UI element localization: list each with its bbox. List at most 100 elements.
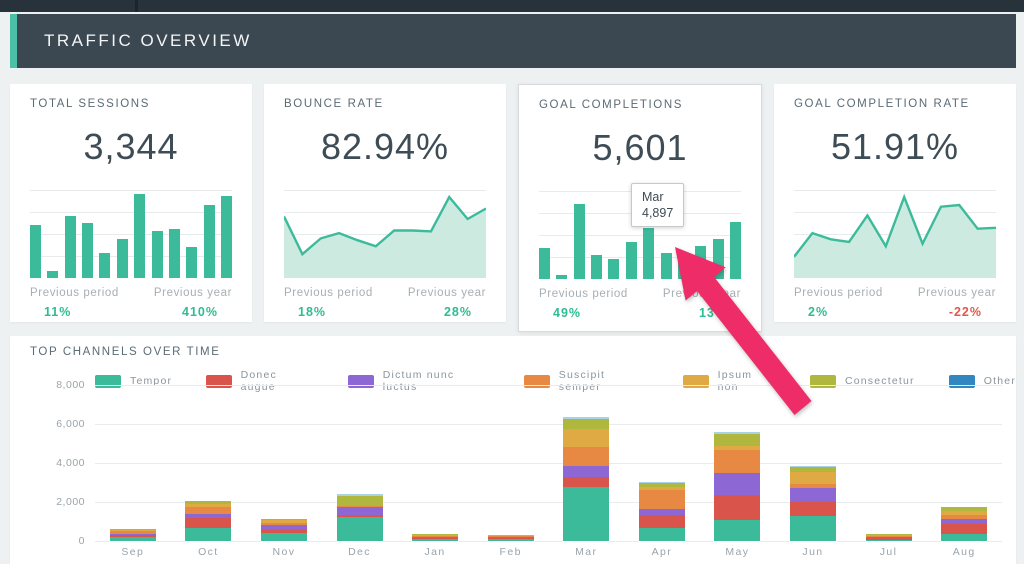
sparkline-bar[interactable]	[151, 231, 163, 278]
sparkline-bar[interactable]	[677, 252, 689, 279]
sparkline-bar[interactable]	[643, 227, 655, 279]
bar-segment[interactable]	[185, 517, 232, 528]
bar-segment[interactable]	[185, 501, 232, 504]
legend-item[interactable]: Tempor	[95, 374, 172, 388]
bar-segment[interactable]	[789, 467, 836, 473]
legend-item[interactable]: Other	[948, 374, 1016, 388]
bar-segment[interactable]	[185, 513, 232, 518]
bar-segment[interactable]	[638, 487, 685, 490]
bar-segment[interactable]	[336, 514, 383, 518]
bar-segment[interactable]	[638, 514, 685, 528]
bar-segment[interactable]	[563, 446, 610, 466]
bar-segment[interactable]	[412, 535, 459, 537]
kpi-card-goal-completion-rate[interactable]: GOAL COMPLETION RATE 51.91% Previous per…	[774, 84, 1016, 322]
bar-segment[interactable]	[789, 502, 836, 516]
bar-segment[interactable]	[563, 477, 610, 488]
bar-segment[interactable]	[865, 533, 912, 535]
bar-segment[interactable]	[789, 483, 836, 488]
sparkline-bar[interactable]	[47, 270, 59, 278]
legend-item[interactable]: Donec augue	[206, 369, 314, 393]
sparkline-bar[interactable]	[116, 239, 128, 278]
kpi-card-goal-completions[interactable]: GOAL COMPLETIONS 5,601 Previous period P…	[518, 84, 762, 332]
stacked-bar-chart[interactable]: 0 2,000 4,000 6,000 8,000	[56, 379, 1002, 547]
bar-segment[interactable]	[336, 507, 383, 515]
bar-segment[interactable]	[941, 518, 988, 525]
bar-segment[interactable]	[714, 445, 761, 451]
sparkline-bar[interactable]	[168, 228, 180, 278]
bar-segment[interactable]	[563, 487, 610, 541]
bar-segment[interactable]	[563, 465, 610, 478]
stacked-bar-jan[interactable]	[412, 533, 459, 541]
bar-segment[interactable]	[260, 530, 307, 533]
sparkline-bar[interactable]	[134, 194, 146, 278]
bar-segment[interactable]	[638, 508, 685, 515]
sparkline-bar[interactable]	[608, 258, 620, 279]
total-sessions-sparkline[interactable]	[30, 190, 232, 278]
bar-segment[interactable]	[638, 481, 685, 484]
goal-completion-rate-sparkline[interactable]	[794, 190, 996, 278]
bar-segment[interactable]	[638, 483, 685, 488]
stacked-bar-mar[interactable]	[563, 416, 610, 541]
bar-segment[interactable]	[109, 530, 156, 532]
stacked-bar-apr[interactable]	[638, 481, 685, 541]
sparkline-bar[interactable]	[660, 252, 672, 279]
bar-segment[interactable]	[412, 536, 459, 538]
bar-segment[interactable]	[109, 529, 156, 531]
bar-segment[interactable]	[714, 450, 761, 474]
bar-segment[interactable]	[865, 536, 912, 538]
sparkline-bar[interactable]	[30, 225, 41, 278]
bar-segment[interactable]	[563, 416, 610, 419]
sparkline-bar[interactable]	[695, 246, 707, 279]
bar-segment[interactable]	[563, 429, 610, 447]
bar-segment[interactable]	[865, 534, 912, 536]
sparkline-bar[interactable]	[625, 242, 637, 279]
bar-segment[interactable]	[260, 525, 307, 531]
legend-item[interactable]: Dictum nunc luctus	[348, 369, 490, 393]
sparkline-bar[interactable]	[186, 247, 198, 278]
bar-segment[interactable]	[789, 472, 836, 484]
bar-segment[interactable]	[260, 532, 307, 541]
stacked-bar-may[interactable]	[714, 431, 761, 541]
bar-segment[interactable]	[412, 534, 459, 536]
bar-segment[interactable]	[789, 465, 836, 468]
bar-segment[interactable]	[412, 538, 459, 541]
sparkline-bar[interactable]	[64, 216, 76, 278]
bar-segment[interactable]	[714, 520, 761, 541]
bar-segment[interactable]	[185, 506, 232, 514]
sparkline-bar[interactable]	[99, 253, 111, 278]
bar-segment[interactable]	[941, 524, 988, 535]
bar-segment[interactable]	[865, 535, 912, 537]
stacked-bar-oct[interactable]	[185, 501, 232, 541]
bar-segment[interactable]	[789, 515, 836, 541]
bar-segment[interactable]	[941, 534, 988, 541]
legend-item[interactable]: Consectetur	[809, 374, 915, 388]
bar-segment[interactable]	[185, 527, 232, 541]
bar-segment[interactable]	[109, 533, 156, 535]
bar-segment[interactable]	[941, 506, 988, 511]
bar-segment[interactable]	[865, 537, 912, 540]
bar-segment[interactable]	[714, 431, 761, 434]
bar-segment[interactable]	[260, 520, 307, 523]
bar-segment[interactable]	[487, 537, 534, 540]
bar-segment[interactable]	[260, 522, 307, 526]
bar-segment[interactable]	[487, 535, 534, 537]
kpi-card-bounce-rate[interactable]: BOUNCE RATE 82.94% Previous period Previ…	[264, 84, 506, 322]
bar-segment[interactable]	[336, 506, 383, 508]
sparkline-bar[interactable]	[573, 204, 585, 279]
sparkline-bar[interactable]	[203, 204, 215, 278]
sparkline-bar[interactable]	[220, 196, 232, 278]
bar-segment[interactable]	[336, 495, 383, 507]
sparkline-bar[interactable]	[712, 238, 724, 279]
sparkline-bar[interactable]	[591, 255, 603, 279]
stacked-bar-sep[interactable]	[109, 529, 156, 541]
bar-segment[interactable]	[941, 514, 988, 519]
bar-segment[interactable]	[638, 489, 685, 509]
bar-segment[interactable]	[865, 539, 912, 541]
sparkline-bar[interactable]	[556, 274, 568, 279]
bar-segment[interactable]	[109, 536, 156, 541]
bar-segment[interactable]	[109, 534, 156, 537]
stacked-bar-feb[interactable]	[487, 534, 534, 541]
bar-segment[interactable]	[638, 527, 685, 541]
bar-segment[interactable]	[260, 519, 307, 521]
sparkline-bar[interactable]	[82, 223, 94, 278]
